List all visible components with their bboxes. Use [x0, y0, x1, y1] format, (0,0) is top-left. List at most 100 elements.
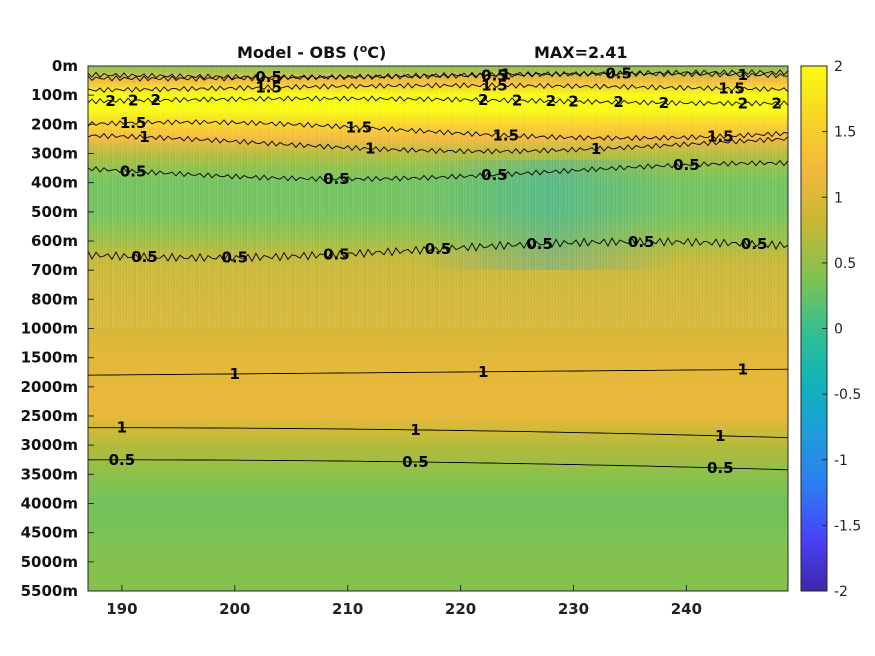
texture-stripe	[784, 66, 786, 329]
y-tick-label: 200m	[31, 115, 78, 133]
texture-stripe	[568, 66, 570, 329]
texture-stripe	[481, 66, 483, 329]
texture-stripe	[268, 66, 270, 329]
texture-stripe	[454, 66, 456, 329]
texture-stripe	[406, 66, 408, 329]
x-tick-label: 240	[671, 600, 702, 618]
texture-stripe	[577, 66, 579, 329]
texture-stripe	[256, 66, 258, 329]
colorbar-tick-label: 0.5	[834, 256, 856, 272]
texture-stripe	[748, 66, 750, 329]
texture-stripe	[127, 66, 129, 329]
texture-stripe	[196, 66, 198, 329]
contour-label: 1	[478, 363, 488, 381]
texture-stripe	[469, 66, 471, 329]
texture-stripe	[106, 66, 108, 329]
contour-label: 2	[568, 92, 578, 110]
texture-stripe	[421, 66, 423, 329]
y-tick-label: 2500m	[21, 407, 78, 425]
contour-label: 1.5	[120, 114, 147, 132]
contour-label: 0.5	[605, 64, 632, 82]
y-tick-label: 3000m	[21, 436, 78, 454]
texture-stripe	[142, 66, 144, 329]
contour-label: 2	[771, 94, 781, 112]
texture-stripe	[103, 66, 105, 329]
texture-stripe	[700, 66, 702, 329]
texture-stripe	[397, 66, 399, 329]
field-background	[88, 66, 788, 591]
contour-label: 0.5	[707, 459, 734, 477]
texture-stripe	[445, 66, 447, 329]
texture-stripe	[358, 66, 360, 329]
contour-line	[88, 95, 788, 107]
colorbar-tick-label: 2	[834, 59, 843, 75]
texture-stripe	[766, 66, 768, 329]
y-tick-label: 700m	[31, 261, 78, 279]
y-tick-label: 3500m	[21, 465, 78, 483]
y-tick-label: 300m	[31, 145, 78, 163]
texture-stripe	[373, 66, 375, 329]
texture-stripe	[322, 66, 324, 329]
colorbar-tick-label: -1	[834, 453, 848, 469]
texture-stripe	[346, 66, 348, 329]
texture-stripe	[97, 66, 99, 329]
texture-stripe	[382, 66, 384, 329]
texture-stripe	[667, 66, 669, 329]
texture-stripe	[235, 66, 237, 329]
contour-label: 1	[410, 421, 420, 439]
texture-stripe	[91, 66, 93, 329]
texture-stripe	[349, 66, 351, 329]
texture-stripe	[520, 66, 522, 329]
colorbar-tick-label: -0.5	[834, 387, 861, 403]
contour-label: 2	[151, 91, 161, 109]
texture-stripe	[634, 66, 636, 329]
x-axis: 190 200 210 220 230 240	[106, 585, 702, 618]
texture-stripe	[118, 66, 120, 329]
y-tick-label: 4500m	[21, 524, 78, 542]
x-tick-label: 210	[332, 600, 363, 618]
texture-stripe	[355, 66, 357, 329]
texture-stripe	[394, 66, 396, 329]
contour-label: 0.5	[481, 166, 508, 184]
texture-stripe	[352, 66, 354, 329]
y-tick-label: 2000m	[21, 378, 78, 396]
texture-stripe	[736, 66, 738, 329]
contour-label: 2	[512, 92, 522, 110]
texture-stripe	[241, 66, 243, 329]
texture-stripe	[226, 66, 228, 329]
texture-stripe	[238, 66, 240, 329]
y-axis: 0m 100m 200m 300m 400m 500m 600m 700m 800m 1000m 1…	[21, 57, 94, 600]
max-value-label: MAX=2.41	[534, 43, 628, 62]
texture-stripe	[682, 66, 684, 329]
texture-stripe	[439, 66, 441, 329]
texture-stripe	[433, 66, 435, 329]
colorbar-tick-label: 1	[834, 190, 843, 206]
texture-stripe	[679, 66, 681, 329]
texture-stripe	[451, 66, 453, 329]
texture-stripe	[781, 66, 783, 329]
contour-line	[88, 427, 788, 439]
texture-stripe	[247, 66, 249, 329]
contour-label: 0.5	[323, 246, 350, 264]
texture-stripe	[496, 66, 498, 329]
contour-label: 1.5	[255, 79, 282, 97]
texture-stripe	[337, 66, 339, 329]
texture-stripe	[478, 66, 480, 329]
texture-stripe	[136, 66, 138, 329]
colorbar-tick-label: 0	[834, 322, 843, 338]
texture-stripe	[88, 66, 90, 329]
contour-label: 0.5	[673, 156, 700, 174]
texture-stripe	[319, 66, 321, 329]
texture-stripe	[718, 66, 720, 329]
texture-stripe	[526, 66, 528, 329]
texture-stripe	[334, 66, 336, 329]
texture-stripe	[565, 66, 567, 329]
texture-stripe	[301, 66, 303, 329]
texture-stripe	[559, 66, 561, 329]
texture-stripe	[193, 66, 195, 329]
texture-stripe	[763, 66, 765, 329]
texture-stripe	[190, 66, 192, 329]
texture-stripe	[586, 66, 588, 329]
texture-stripe	[757, 66, 759, 329]
texture-stripe	[403, 66, 405, 329]
